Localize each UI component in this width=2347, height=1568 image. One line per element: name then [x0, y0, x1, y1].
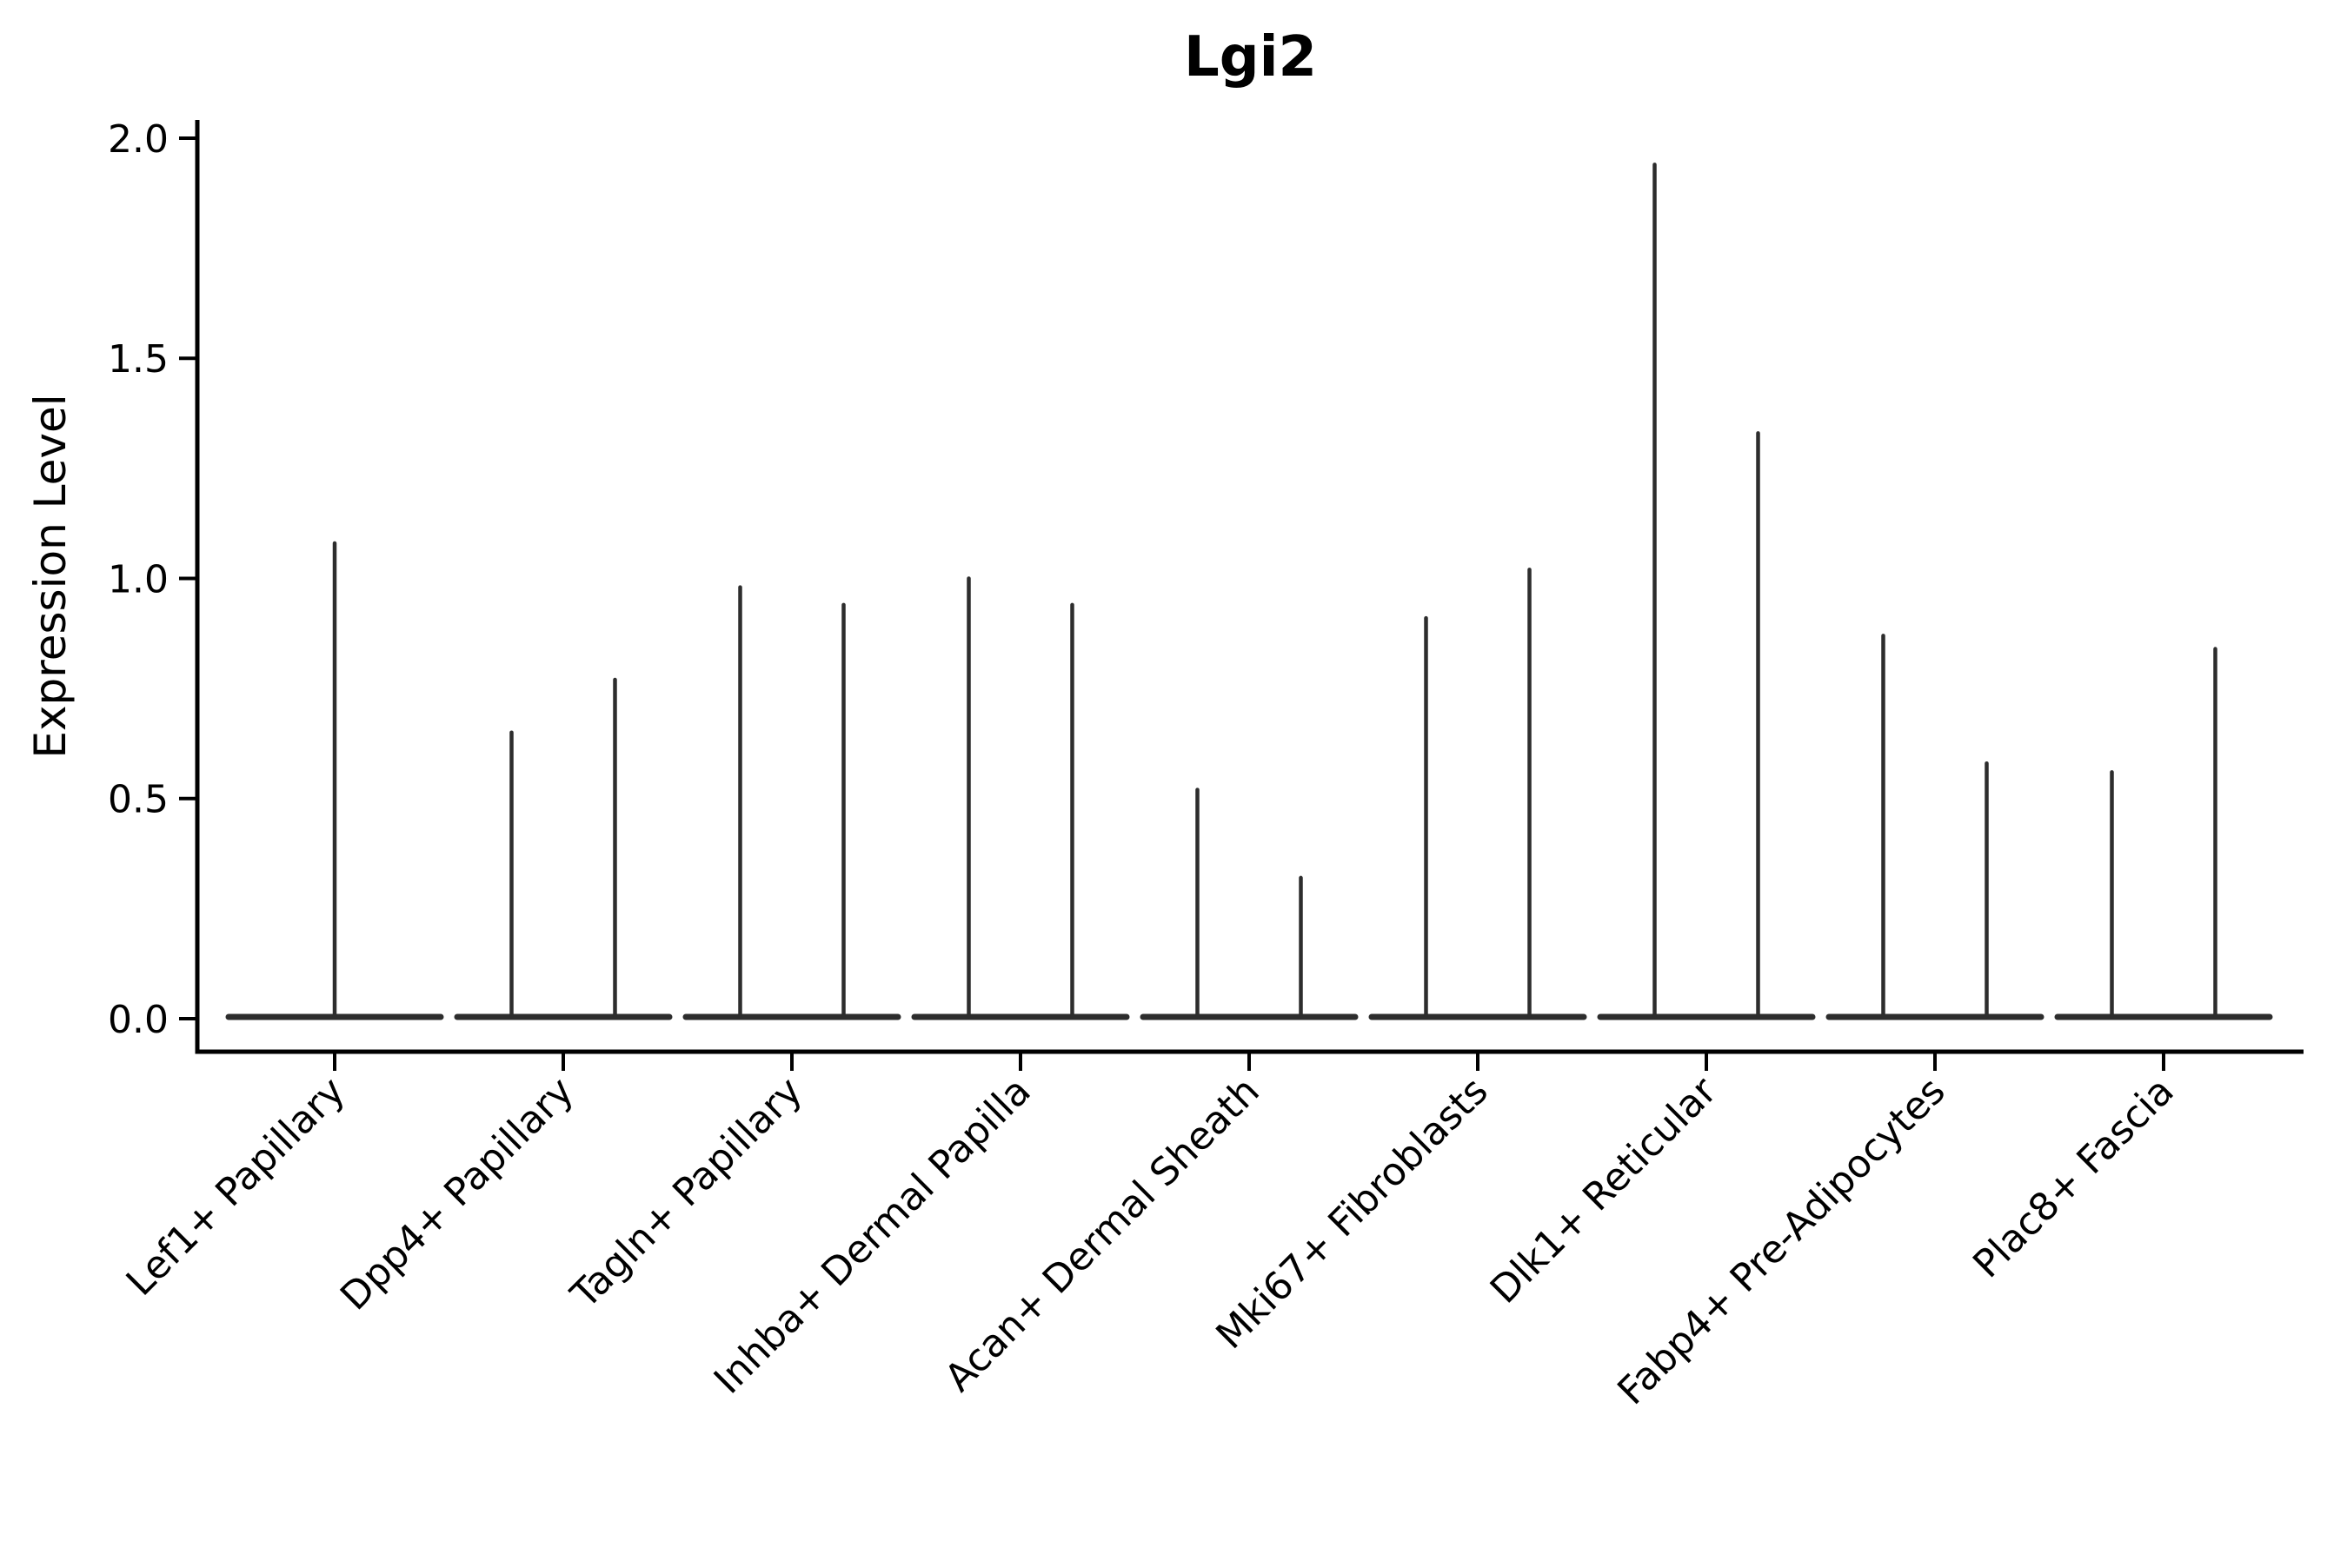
x-tick-label: Plac8+ Fascia	[1965, 1069, 2183, 1287]
y-tick-label: 1.0	[108, 557, 169, 601]
chart-title: Lgi2	[1183, 25, 1318, 90]
x-tick-label: Tagln+ Papillary	[562, 1069, 811, 1318]
x-tick-label: Dpp4+ Papillary	[332, 1069, 582, 1319]
x-tick-label: Dlk1+ Reticular	[1482, 1068, 1726, 1312]
y-tick-label: 2.0	[108, 117, 169, 162]
y-tick-label: 0.5	[108, 778, 169, 822]
y-tick-label: 0.0	[108, 998, 169, 1042]
y-tick-label: 1.5	[108, 337, 169, 382]
y-axis-label: Expression Level	[25, 394, 76, 759]
x-tick-label: Lef1+ Papillary	[118, 1069, 354, 1305]
